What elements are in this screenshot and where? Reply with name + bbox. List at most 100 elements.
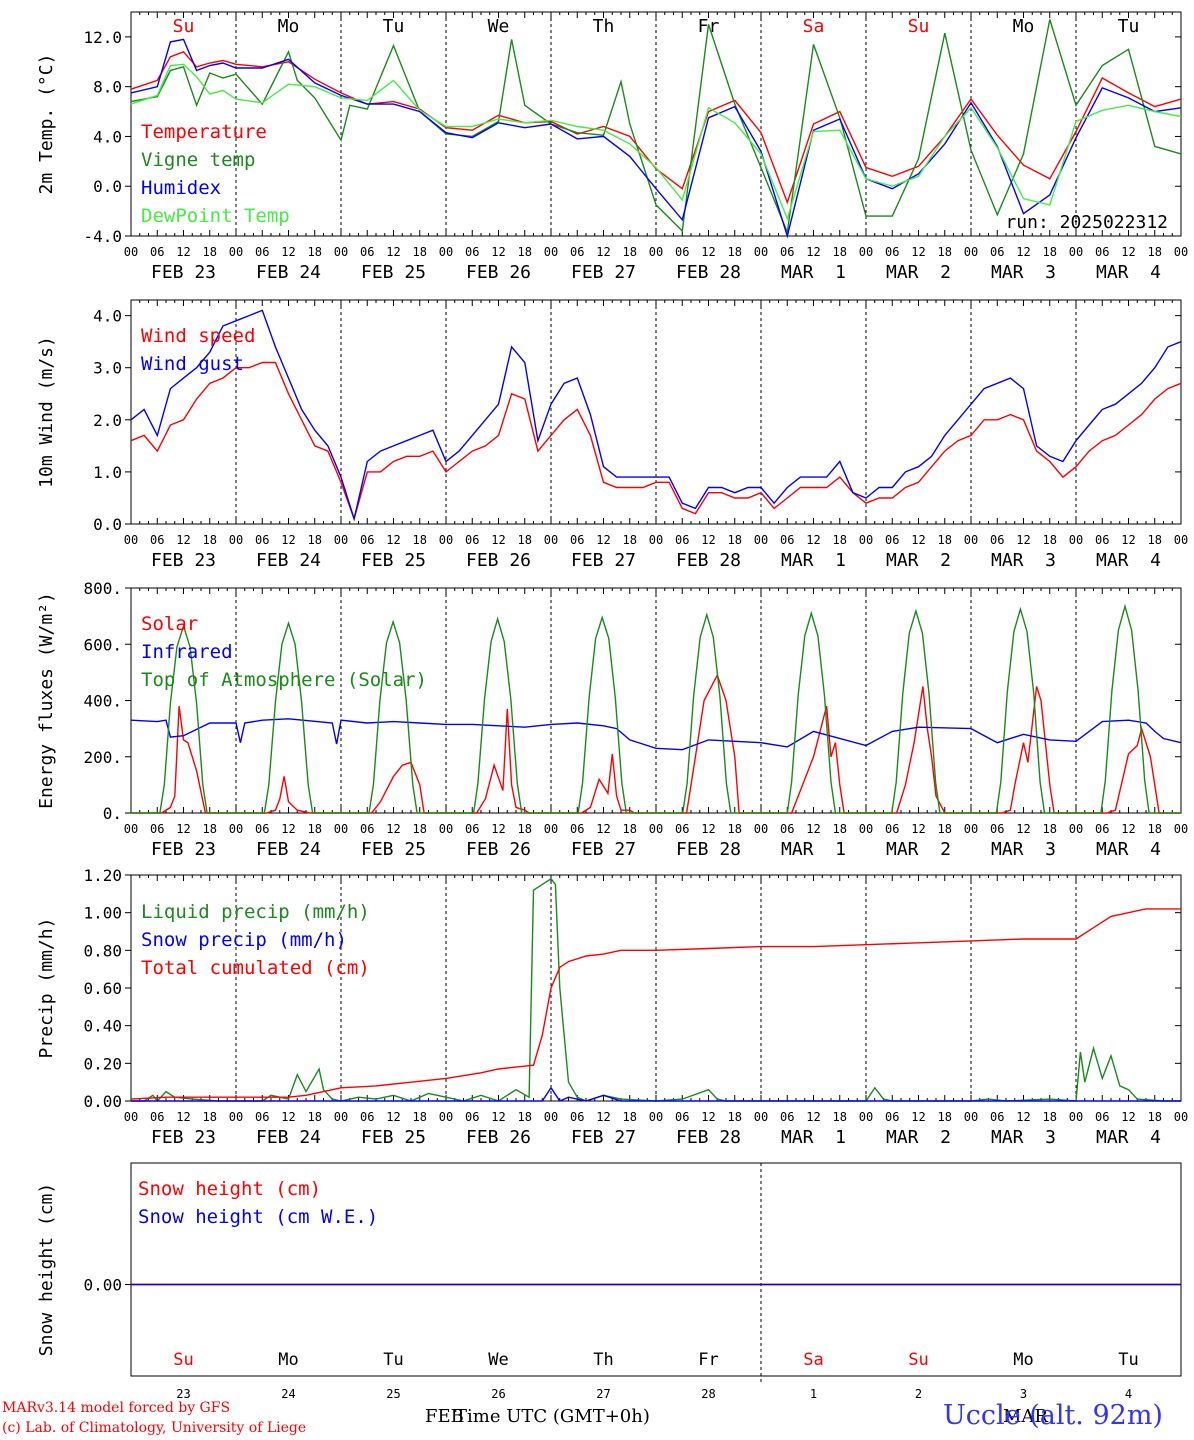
series-line-humidex	[130, 38, 1182, 239]
hour-tick-label: 06	[885, 533, 899, 547]
day-number-label: 28	[701, 1387, 715, 1401]
hour-tick-label: 00	[229, 245, 243, 259]
hour-tick-label: 12	[911, 533, 925, 547]
hour-tick-label: 12	[701, 1110, 715, 1124]
plot-frame	[130, 1162, 1182, 1377]
panel-5: Su 23 Mo 24 Tu 25 We 26 Th 27 Fr 28 Sa 1 Su 2 Mo 3 Tu 4 0.00…	[36, 1162, 1182, 1401]
hour-tick-label: 18	[308, 822, 322, 836]
hour-tick-label: 00	[1069, 533, 1083, 547]
hour-tick-label: 18	[203, 245, 217, 259]
hour-tick-label: 18	[728, 245, 742, 259]
hour-tick-label: 18	[728, 822, 742, 836]
hour-tick-label: 06	[990, 245, 1004, 259]
y-tick-label: 12.0	[83, 28, 122, 47]
hour-tick-label: 00	[229, 533, 243, 547]
date-label: FEB 26	[466, 550, 531, 571]
weekday-label: Su	[908, 1350, 928, 1370]
y-axis-label: 10m Wind (m/s)	[36, 336, 57, 488]
hour-tick-label: 12	[1016, 1110, 1030, 1124]
hour-tick-label: 06	[780, 822, 794, 836]
date-label: MAR 1	[781, 262, 846, 283]
date-label: FEB 24	[256, 839, 321, 860]
hour-tick-label: 12	[806, 1110, 820, 1124]
model-credit-line1: MARv3.14 model forced by GFS	[2, 1400, 231, 1416]
y-axis-label: Precip (mm/h)	[36, 918, 57, 1059]
hour-tick-label: 00	[1174, 245, 1188, 259]
hour-tick-label: 00	[229, 1110, 243, 1124]
hour-tick-label: 12	[491, 1110, 505, 1124]
hour-tick-label: 00	[964, 822, 978, 836]
hour-tick-label: 06	[570, 245, 584, 259]
series-line-dewpoint-temp	[130, 63, 1182, 221]
date-label: FEB 23	[151, 1127, 216, 1148]
series-line-snow-precip-mm-h	[131, 1086, 1181, 1102]
hour-tick-label: 18	[203, 822, 217, 836]
hour-tick-label: 00	[1069, 1110, 1083, 1124]
date-label: MAR 1	[781, 550, 846, 571]
y-tick-label: 1.0	[93, 463, 122, 482]
hour-tick-label: 06	[360, 1110, 374, 1124]
y-tick-label: 4.0	[93, 127, 122, 146]
hour-tick-label: 06	[675, 1110, 689, 1124]
legend-entry: Total cumulated (cm)	[141, 957, 370, 979]
hour-tick-label: 12	[176, 1110, 190, 1124]
plot-frame	[130, 299, 1182, 525]
hour-tick-label: 18	[938, 245, 952, 259]
weekday-label: Su	[173, 16, 195, 37]
hour-tick-label: 18	[203, 533, 217, 547]
hour-tick-label: 18	[1148, 1110, 1162, 1124]
hour-tick-label: 06	[675, 822, 689, 836]
y-tick-label: 800.	[83, 579, 122, 598]
day-number-label: 3	[1020, 1387, 1027, 1401]
series-line-wind-gust	[130, 309, 1182, 522]
hour-tick-label: 00	[1174, 1110, 1188, 1124]
hour-tick-label: 12	[491, 533, 505, 547]
hour-tick-label: 12	[596, 822, 610, 836]
hour-tick-label: 00	[544, 533, 558, 547]
hour-tick-label: 06	[150, 1110, 164, 1124]
hour-tick-label: 00	[544, 245, 558, 259]
weekday-label: Tu	[383, 16, 405, 37]
legend-entry: Snow height (cm)	[138, 1178, 321, 1200]
hour-tick-label: 06	[1095, 533, 1109, 547]
hour-tick-label: 00	[1069, 822, 1083, 836]
legend-entry: Temperature	[141, 121, 267, 143]
y-tick-label: 0.00	[83, 1276, 122, 1295]
hour-tick-label: 06	[255, 533, 269, 547]
hour-tick-label: 18	[413, 822, 427, 836]
day-number-label: 2	[915, 1387, 922, 1401]
hour-tick-label: 06	[150, 533, 164, 547]
date-label: MAR 3	[991, 839, 1056, 860]
hour-tick-label: 18	[938, 533, 952, 547]
y-tick-label: 1.00	[83, 904, 122, 923]
weekday-label: We	[488, 1350, 508, 1370]
hour-tick-label: 00	[754, 245, 768, 259]
hour-tick-label: 00	[859, 245, 873, 259]
model-credit-line2: (c) Lab. of Climatology, University of L…	[2, 1420, 307, 1436]
legend-entry: DewPoint Temp	[141, 205, 290, 227]
hour-tick-label: 00	[859, 533, 873, 547]
hour-tick-label: 00	[1069, 245, 1083, 259]
hour-tick-label: 18	[833, 533, 847, 547]
hour-tick-label: 06	[780, 245, 794, 259]
hour-tick-label: 06	[1095, 245, 1109, 259]
series-line-top-of-atmosphere-solar	[131, 603, 1181, 814]
date-label: MAR 1	[781, 839, 846, 860]
hour-tick-label: 06	[1095, 1110, 1109, 1124]
station-label: Uccle (alt. 92m)	[943, 1400, 1163, 1431]
hour-tick-label: 12	[1121, 245, 1135, 259]
hour-tick-label: 06	[465, 1110, 479, 1124]
hour-tick-label: 00	[124, 1110, 138, 1124]
hour-tick-label: 18	[1148, 822, 1162, 836]
hour-tick-label: 12	[806, 822, 820, 836]
hour-tick-label: 06	[150, 822, 164, 836]
hour-tick-label: 00	[859, 1110, 873, 1124]
hour-tick-label: 12	[1121, 533, 1135, 547]
hour-tick-label: 18	[833, 245, 847, 259]
hour-tick-label: 00	[124, 533, 138, 547]
hour-tick-label: 06	[360, 533, 374, 547]
hour-tick-label: 18	[1043, 245, 1057, 259]
legend-entry: Vigne temp	[141, 149, 255, 171]
date-label: FEB 24	[256, 550, 321, 571]
